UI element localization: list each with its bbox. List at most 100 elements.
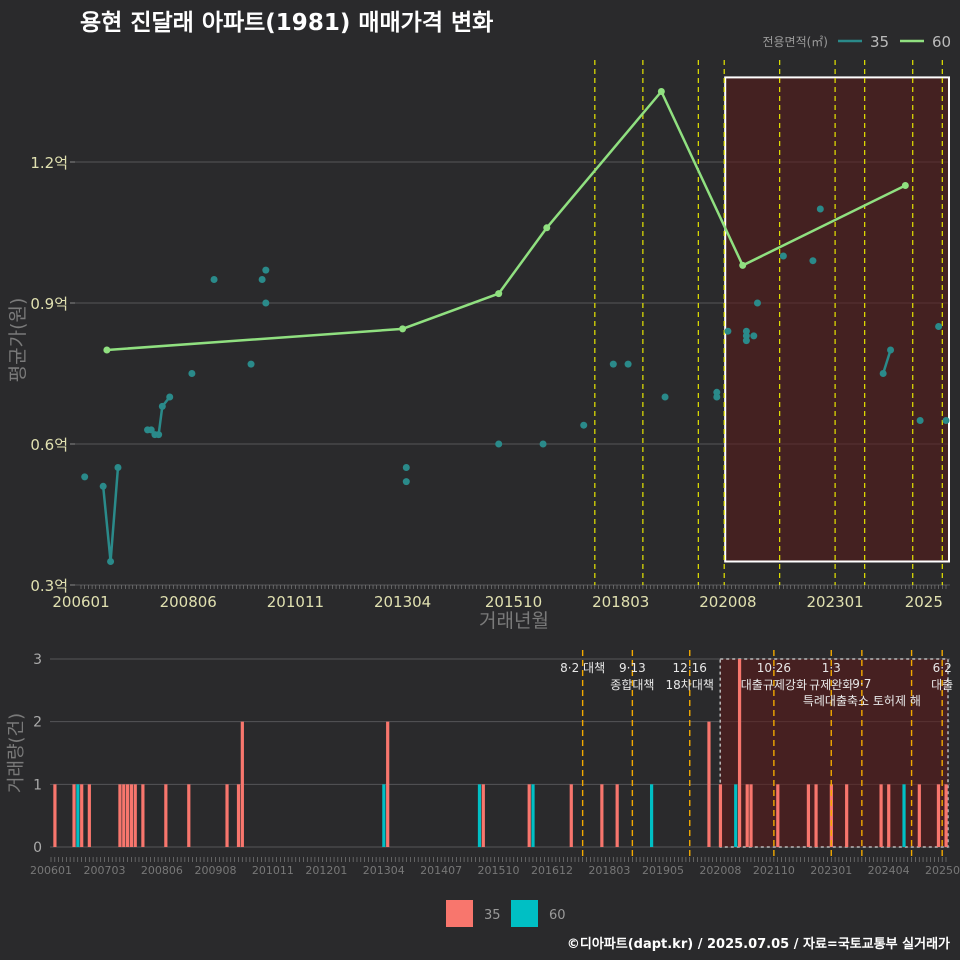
policy-label: 1·3 bbox=[822, 661, 841, 675]
bar-35 bbox=[887, 784, 891, 847]
bottom-x-tick-label: 201905 bbox=[642, 864, 684, 877]
bottom-x-tick-label: 202008 bbox=[699, 864, 741, 877]
series-35-point bbox=[155, 431, 163, 439]
series-35-point bbox=[713, 388, 721, 396]
bar-35 bbox=[481, 784, 485, 847]
bar-35 bbox=[569, 784, 573, 847]
bar-35 bbox=[129, 784, 134, 847]
series-35-point bbox=[262, 299, 270, 307]
series-35-point bbox=[158, 402, 166, 410]
bottom-highlight-box bbox=[719, 658, 949, 848]
top-y-tick-label: 0.3억 bbox=[30, 577, 68, 595]
bar-60 bbox=[902, 784, 906, 847]
series-60-point bbox=[901, 182, 909, 189]
bottom-y-tick-label: 3 bbox=[33, 652, 42, 668]
bar-35 bbox=[814, 784, 818, 847]
series-35-point bbox=[661, 393, 669, 401]
series-60-point bbox=[399, 325, 407, 333]
bar-35 bbox=[776, 784, 780, 847]
top-highlight-rect bbox=[724, 76, 951, 563]
legend-bar-swatch-60 bbox=[511, 900, 538, 927]
series-35-point bbox=[258, 276, 266, 283]
bar-35 bbox=[236, 784, 241, 847]
series-35-point bbox=[210, 276, 218, 283]
bar-60 bbox=[734, 784, 738, 847]
policy-label: 10·26 bbox=[757, 661, 791, 675]
series-35-point bbox=[107, 558, 115, 565]
bottom-x-tick-label: 201011 bbox=[252, 864, 294, 877]
bar-60 bbox=[649, 784, 654, 847]
bar-35 bbox=[917, 784, 921, 847]
policy-label: 대출 bbox=[931, 678, 953, 692]
series-35-point bbox=[495, 440, 503, 448]
policy-label: 종합대책 bbox=[610, 677, 654, 692]
bar-35 bbox=[944, 784, 948, 847]
bottom-y-tick-label: 1 bbox=[33, 777, 42, 793]
bottom-x-tick-label: 202110 bbox=[753, 864, 795, 877]
bar-35 bbox=[386, 721, 390, 847]
series-60-point bbox=[103, 346, 111, 354]
policy-label: 12·16 bbox=[673, 661, 707, 675]
bar-35 bbox=[87, 784, 91, 847]
series-35-point bbox=[81, 473, 89, 481]
series-35-point bbox=[402, 464, 410, 471]
bottom-x-tick-label: 201407 bbox=[420, 864, 462, 877]
bottom-x-tick-label: 200806 bbox=[141, 864, 183, 877]
legend-label-60: 60 bbox=[932, 33, 951, 51]
series-35-point bbox=[624, 360, 632, 368]
bar-35 bbox=[118, 784, 122, 847]
series-35-point bbox=[247, 360, 255, 368]
bottom-x-tick-label: 201803 bbox=[588, 864, 630, 877]
series-35-point bbox=[750, 332, 758, 340]
bar-35 bbox=[125, 784, 130, 847]
bottom-policy-labels: 8·2 대책 9·13 종합대책 12·16 18차대책 10·26 대출규제강화 1·3 규제… bbox=[560, 660, 953, 708]
bottom-x-tick-label: 200908 bbox=[194, 864, 236, 877]
bottom-bars bbox=[53, 659, 948, 847]
top-x-tick-label: 200601 bbox=[52, 593, 109, 611]
policy-label: 9·7 bbox=[852, 677, 871, 691]
series-35-point bbox=[916, 417, 924, 424]
top-x-axis: 200601 200806 201011 201304 201510 201803 2020… bbox=[52, 585, 947, 611]
bottom-y-axis: 0 1 2 3 bbox=[33, 652, 42, 856]
series-35-point bbox=[262, 266, 270, 274]
bar-35 bbox=[749, 784, 753, 847]
bottom-highlight-rect bbox=[719, 658, 949, 848]
footer-credit: ©디아파트(dapt.kr) / 2025.07.05 / 자료=국토교통부 실… bbox=[567, 936, 950, 952]
policy-label: 특례대출축소 토허제 해 bbox=[803, 694, 921, 708]
series-35-point bbox=[188, 370, 196, 377]
series-35-point bbox=[935, 323, 943, 330]
series-35-point bbox=[402, 478, 410, 486]
bar-35 bbox=[53, 784, 57, 847]
bottom-policy-lines bbox=[581, 650, 943, 858]
bar-35 bbox=[806, 784, 811, 847]
top-legend: 전용면적(㎡) 35 60 bbox=[762, 33, 951, 51]
bar-35 bbox=[936, 784, 941, 847]
series-60-point bbox=[543, 224, 551, 232]
bottom-y-tick-label: 2 bbox=[33, 715, 42, 731]
top-x-tick-label: 2025 bbox=[905, 593, 943, 611]
series-60-point bbox=[739, 261, 747, 269]
policy-label: 8·2 대책 bbox=[560, 660, 605, 675]
policy-label: 6·2 bbox=[933, 661, 952, 675]
legend-bar-swatch-35 bbox=[446, 900, 473, 927]
series-60-point bbox=[657, 88, 665, 95]
bar-35 bbox=[187, 784, 191, 847]
bottom-y-tick-label: 0 bbox=[33, 840, 42, 856]
bar-35 bbox=[122, 784, 126, 847]
bottom-x-tick-label: 202404 bbox=[868, 864, 910, 877]
top-x-axis-label: 거래년월 bbox=[479, 610, 549, 632]
legend-label-35: 35 bbox=[870, 33, 889, 51]
bar-35 bbox=[707, 721, 711, 847]
bar-35 bbox=[133, 784, 137, 847]
bottom-x-tick-label: 200601 bbox=[30, 864, 72, 877]
top-y-axis: 0.3억 0.6억 0.9억 1.2억 bbox=[30, 154, 75, 595]
top-x-tick-label: 202008 bbox=[699, 593, 756, 611]
top-x-tick-label: 202301 bbox=[806, 593, 863, 611]
chart-title: 용현 진달래 아파트(1981) 매매가격 변화 bbox=[80, 10, 493, 36]
bar-35 bbox=[240, 721, 244, 847]
series-35-line bbox=[881, 349, 892, 374]
bar-35 bbox=[845, 784, 849, 847]
series-35-point bbox=[809, 257, 817, 265]
top-highlight-box bbox=[724, 76, 951, 563]
